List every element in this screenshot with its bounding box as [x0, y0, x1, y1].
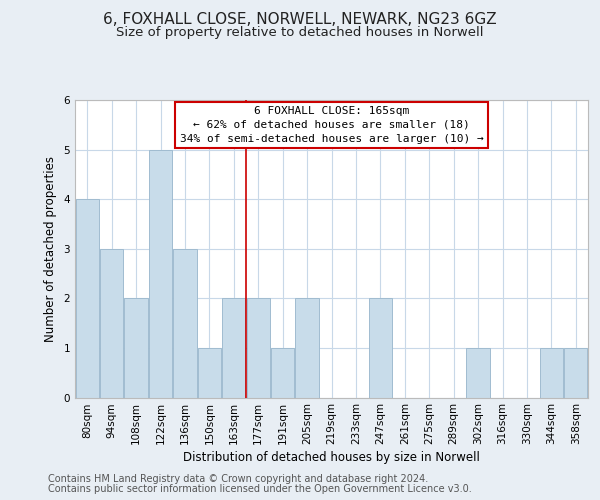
Bar: [564, 348, 587, 398]
Bar: [247, 298, 270, 398]
Text: 6, FOXHALL CLOSE, NORWELL, NEWARK, NG23 6GZ: 6, FOXHALL CLOSE, NORWELL, NEWARK, NG23 …: [103, 12, 497, 28]
Text: Contains HM Land Registry data © Crown copyright and database right 2024.: Contains HM Land Registry data © Crown c…: [48, 474, 428, 484]
Bar: [540, 348, 563, 398]
Text: Contains public sector information licensed under the Open Government Licence v3: Contains public sector information licen…: [48, 484, 472, 494]
Bar: [369, 298, 392, 398]
Y-axis label: Number of detached properties: Number of detached properties: [44, 156, 56, 342]
Text: Size of property relative to detached houses in Norwell: Size of property relative to detached ho…: [116, 26, 484, 39]
Bar: [222, 298, 245, 398]
Bar: [466, 348, 490, 398]
Bar: [295, 298, 319, 398]
Bar: [124, 298, 148, 398]
Text: 6 FOXHALL CLOSE: 165sqm
← 62% of detached houses are smaller (18)
34% of semi-de: 6 FOXHALL CLOSE: 165sqm ← 62% of detache…: [179, 106, 484, 144]
Bar: [100, 249, 123, 398]
Bar: [76, 199, 99, 398]
Bar: [173, 249, 197, 398]
Bar: [271, 348, 294, 398]
X-axis label: Distribution of detached houses by size in Norwell: Distribution of detached houses by size …: [183, 452, 480, 464]
Bar: [149, 150, 172, 398]
Bar: [198, 348, 221, 398]
